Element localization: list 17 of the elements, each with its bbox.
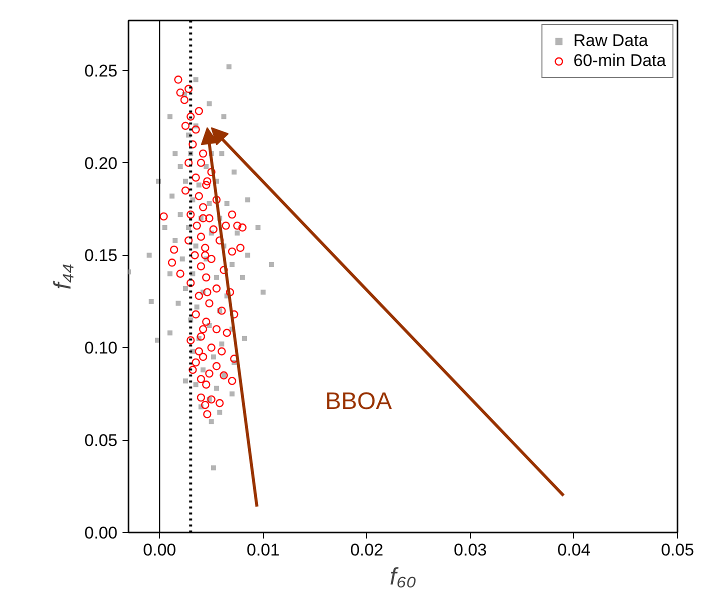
annotation: BBOA (325, 388, 392, 415)
legend-label: Raw Data (573, 31, 648, 51)
y-axis-title: f₄₄ (49, 264, 76, 290)
legend-label: 60-min Data (573, 51, 666, 71)
x-tick-label: 0.02 (350, 540, 384, 560)
x-tick-label: 0.04 (557, 540, 590, 560)
y-tick-label: 0.10 (84, 338, 118, 358)
y-tick-label: 0.15 (84, 246, 118, 266)
y-tick-label: 0.25 (84, 61, 118, 80)
y-tick-label: 0.05 (84, 431, 118, 450)
x-tick-label: 0.01 (246, 540, 280, 560)
x-tick-label: 0.03 (454, 540, 487, 560)
x-tick-label: 0.05 (660, 540, 694, 560)
x-axis-title: f₆₀ (390, 564, 416, 590)
y-tick-label: 0.20 (84, 154, 118, 173)
y-tick-label: 0.00 (84, 524, 118, 542)
x-tick-label: 0.00 (143, 540, 176, 560)
